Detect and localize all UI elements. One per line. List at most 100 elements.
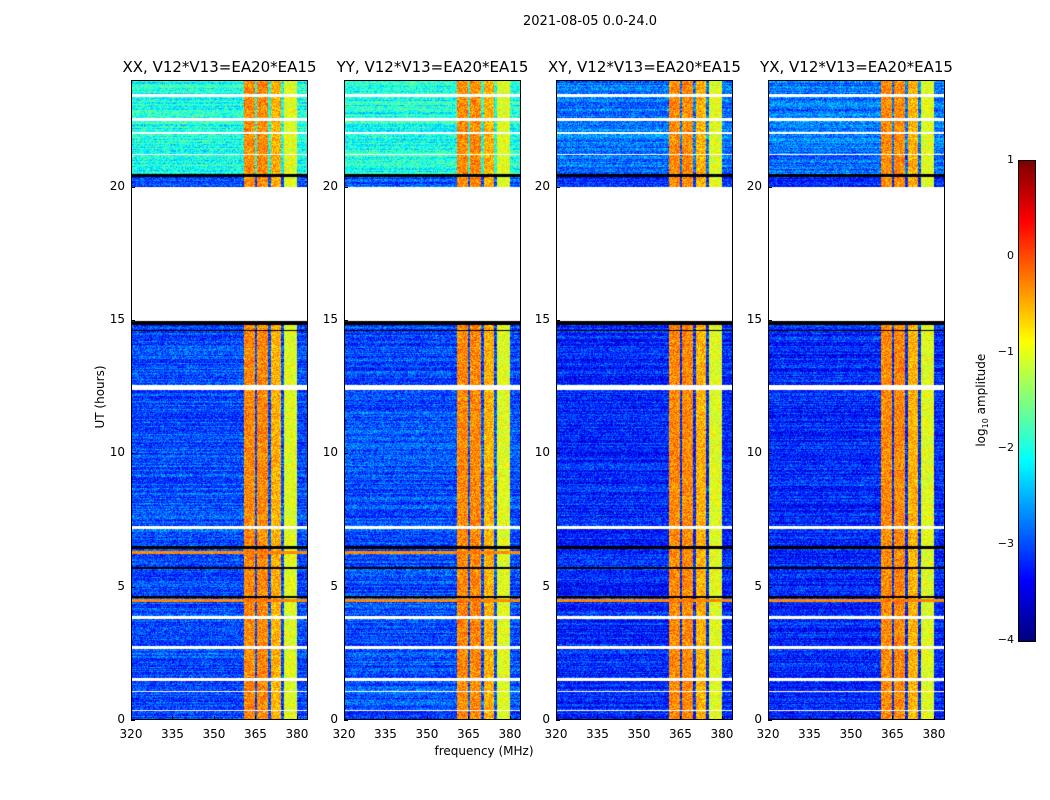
x-tick-mark	[850, 716, 852, 720]
x-tick-label: 350	[415, 727, 439, 741]
figure-title: 2021-08-05 0.0-24.0	[523, 14, 657, 29]
colorbar	[1018, 160, 1036, 642]
x-tick-mark	[131, 716, 132, 720]
x-tick-label: 380	[922, 727, 946, 741]
y-tick-label: 10	[534, 445, 550, 460]
x-tick-mark	[933, 716, 935, 720]
x-tick-mark	[768, 716, 769, 720]
y-tick-label: 20	[109, 178, 125, 193]
x-tick-label: 320	[756, 727, 780, 741]
y-tick-mark	[344, 320, 348, 321]
y-tick-label: 15	[109, 312, 125, 326]
y-tick-label: 15	[322, 312, 338, 326]
y-tick-label: 5	[330, 578, 338, 593]
colorbar-label-sub: 10	[981, 418, 991, 429]
y-tick-mark	[556, 186, 560, 188]
colorbar-tick-label: −2	[997, 441, 1014, 454]
spectrogram-heatmap	[131, 80, 308, 720]
x-tick-label: 335	[374, 727, 397, 741]
y-tick-mark	[131, 453, 135, 455]
y-tick-mark	[344, 720, 348, 721]
x-tick-mark	[721, 716, 723, 720]
x-tick-mark	[255, 716, 257, 720]
x-tick-label: 380	[498, 727, 522, 741]
panel-yy: YY, V12*V13=EA20*EA15 0 5 10 15 20 320 335 350 36…	[323, 58, 529, 741]
colorbar-tick-label: −1	[997, 345, 1014, 358]
x-tick-label: 335	[798, 727, 821, 741]
colorbar-label-rest: amplitude	[973, 353, 988, 419]
y-tick-mark	[556, 453, 560, 455]
x-tick-mark	[172, 716, 174, 720]
panel-title: YY, V12*V13=EA20*EA15	[336, 58, 529, 76]
y-tick-mark	[131, 720, 135, 721]
x-tick-mark	[426, 716, 428, 720]
x-tick-mark	[892, 716, 894, 720]
x-tick-label: 320	[332, 727, 356, 741]
x-tick-mark	[680, 716, 682, 720]
y-tick-mark	[556, 320, 560, 321]
colorbar-gradient	[1019, 161, 1035, 641]
y-tick-label: 0	[330, 712, 338, 726]
y-tick-mark	[344, 186, 348, 188]
y-tick-label: 20	[322, 178, 338, 193]
x-tick-mark	[344, 716, 345, 720]
x-tick-label: 365	[669, 727, 692, 741]
x-tick-label: 365	[244, 727, 267, 741]
y-tick-mark	[131, 320, 135, 321]
spectrogram-heatmap	[556, 80, 733, 720]
x-tick-mark	[468, 716, 470, 720]
y-tick-mark	[768, 186, 772, 188]
y-tick-mark	[556, 586, 560, 588]
y-tick-label: 20	[746, 178, 762, 193]
spectrogram-heatmap	[768, 80, 945, 720]
y-tick-mark	[344, 586, 348, 588]
x-tick-label: 380	[285, 727, 309, 741]
x-tick-mark	[556, 716, 557, 720]
x-tick-mark	[296, 716, 298, 720]
x-tick-mark	[213, 716, 215, 720]
colorbar-tick-label: 0	[1007, 249, 1014, 262]
x-tick-label: 350	[202, 727, 226, 741]
panel-title: YX, V12*V13=EA20*EA15	[760, 58, 953, 76]
x-tick-label: 350	[627, 727, 651, 741]
colorbar-label-log: log	[973, 428, 988, 447]
y-tick-label: 0	[542, 712, 550, 726]
y-tick-label: 10	[322, 445, 338, 460]
y-tick-label: 10	[746, 445, 762, 460]
x-tick-mark	[509, 716, 511, 720]
panel-xy: XY, V12*V13=EA20*EA15 0 5 10 15 20 320 335 350 36…	[535, 58, 741, 741]
y-tick-mark	[344, 453, 348, 455]
y-tick-label: 20	[534, 178, 550, 193]
x-tick-label: 320	[544, 727, 568, 741]
x-tick-label: 335	[161, 727, 184, 741]
y-tick-mark	[768, 453, 772, 455]
y-tick-mark	[556, 720, 560, 721]
y-tick-label: 5	[117, 578, 125, 593]
y-tick-mark	[768, 720, 772, 721]
y-tick-label: 0	[754, 712, 762, 726]
y-tick-label: 0	[117, 712, 125, 726]
y-tick-mark	[768, 586, 772, 588]
y-tick-label: 10	[109, 445, 125, 460]
y-tick-mark	[768, 320, 772, 321]
x-tick-label: 350	[839, 727, 863, 741]
x-tick-label: 365	[881, 727, 904, 741]
x-tick-mark	[597, 716, 599, 720]
spectrogram-heatmap	[344, 80, 521, 720]
x-tick-mark	[385, 716, 387, 720]
y-tick-label: 15	[746, 312, 762, 326]
panel-xx: XX, V12*V13=EA20*EA15 0 5 10 15 20 320 335 350 36…	[110, 58, 317, 741]
panel-yx: YX, V12*V13=EA20*EA15 0 5 10 15 20 320 335 350 36…	[747, 58, 953, 741]
colorbar-tick-label: 1	[1007, 153, 1014, 166]
x-tick-mark	[809, 716, 811, 720]
y-axis-label: UT (hours)	[93, 365, 107, 429]
x-tick-label: 380	[710, 727, 734, 741]
y-tick-label: 15	[534, 312, 550, 326]
y-tick-mark	[131, 586, 135, 588]
y-tick-label: 5	[542, 578, 550, 593]
y-tick-mark	[131, 186, 135, 188]
colorbar-tick-label: −3	[997, 537, 1014, 550]
panel-title: XX, V12*V13=EA20*EA15	[122, 58, 317, 76]
x-tick-label: 365	[457, 727, 480, 741]
